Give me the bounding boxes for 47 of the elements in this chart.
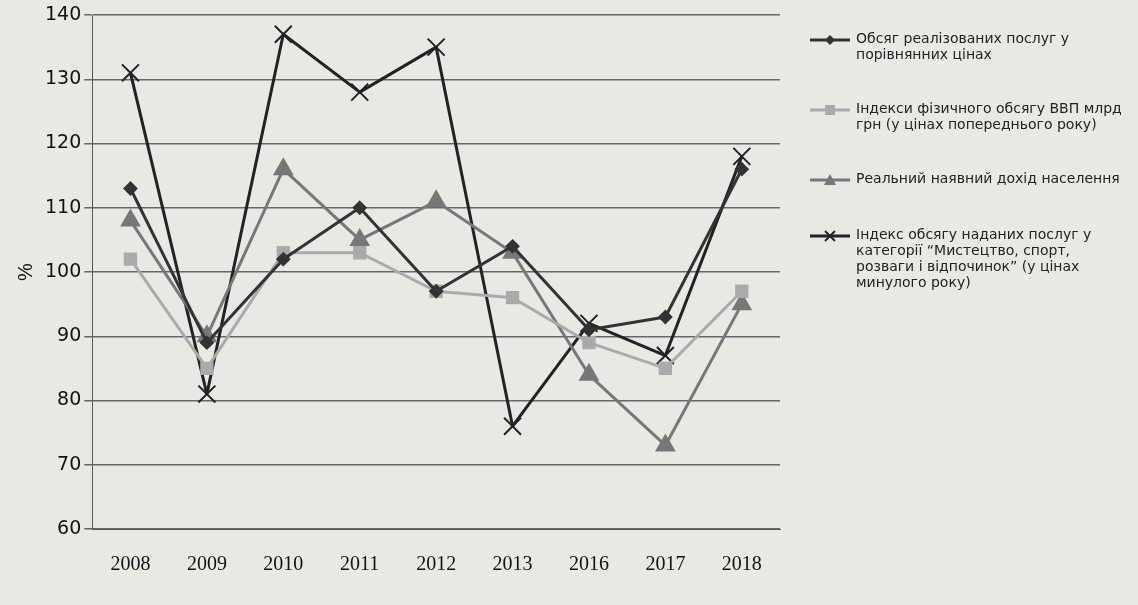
y-tick-label: 130 (45, 66, 82, 89)
x-tick-label: 2008 (110, 552, 151, 575)
point (734, 162, 749, 177)
point (582, 336, 596, 350)
y-tick-label: 140 (45, 1, 82, 24)
point (273, 24, 293, 44)
point (123, 181, 138, 196)
point (120, 63, 140, 83)
point (581, 322, 596, 337)
y-axis-title: % (13, 262, 36, 281)
point (579, 313, 599, 333)
point (350, 82, 370, 102)
y-tick-label: 80 (57, 387, 82, 410)
point (735, 284, 749, 298)
x-tick-label: 2013 (492, 552, 533, 575)
legend-label: Індекс обсягу наданих послуг у категорії “Мистецтво, спорт, розваги і відпочинок” (у цінах минулого року) (856, 226, 1093, 290)
legend-label: Реальний наявний дохід населення (856, 170, 1120, 186)
point (197, 384, 217, 404)
point (123, 252, 138, 266)
x-tick-label: 2010 (263, 552, 304, 575)
point (505, 239, 520, 254)
point (352, 200, 367, 215)
point (658, 309, 673, 324)
x-tick-label: 2017 (645, 552, 686, 575)
y-tick-label: 60 (57, 515, 82, 538)
legend-label: Індекси фізичного обсягу ВВП млрд грн (у цінах попереднього року) (856, 100, 1123, 132)
point (503, 416, 523, 436)
point (276, 252, 291, 267)
point (200, 361, 214, 376)
y-tick-label: 110 (45, 194, 82, 217)
point (426, 37, 446, 57)
point (732, 146, 752, 166)
point (505, 291, 520, 305)
y-tick-label: 90 (57, 323, 82, 346)
y-tick-label: 120 (45, 130, 82, 153)
point (353, 246, 367, 260)
point (658, 361, 673, 376)
x-tick-label: 2011 (340, 552, 380, 575)
point (655, 346, 675, 366)
x-tick-label: 2009 (186, 552, 227, 575)
x-tick-label: 2016 (568, 552, 609, 575)
legend-label: Обсяг реалізованих послуг у порівнянних цінах (856, 30, 1071, 62)
y-tick-label: 70 (57, 451, 82, 474)
x-tick-label: 2012 (416, 552, 457, 575)
y-tick-label: 100 (45, 258, 82, 281)
x-tick-label: 2018 (721, 552, 762, 575)
point (199, 335, 214, 350)
